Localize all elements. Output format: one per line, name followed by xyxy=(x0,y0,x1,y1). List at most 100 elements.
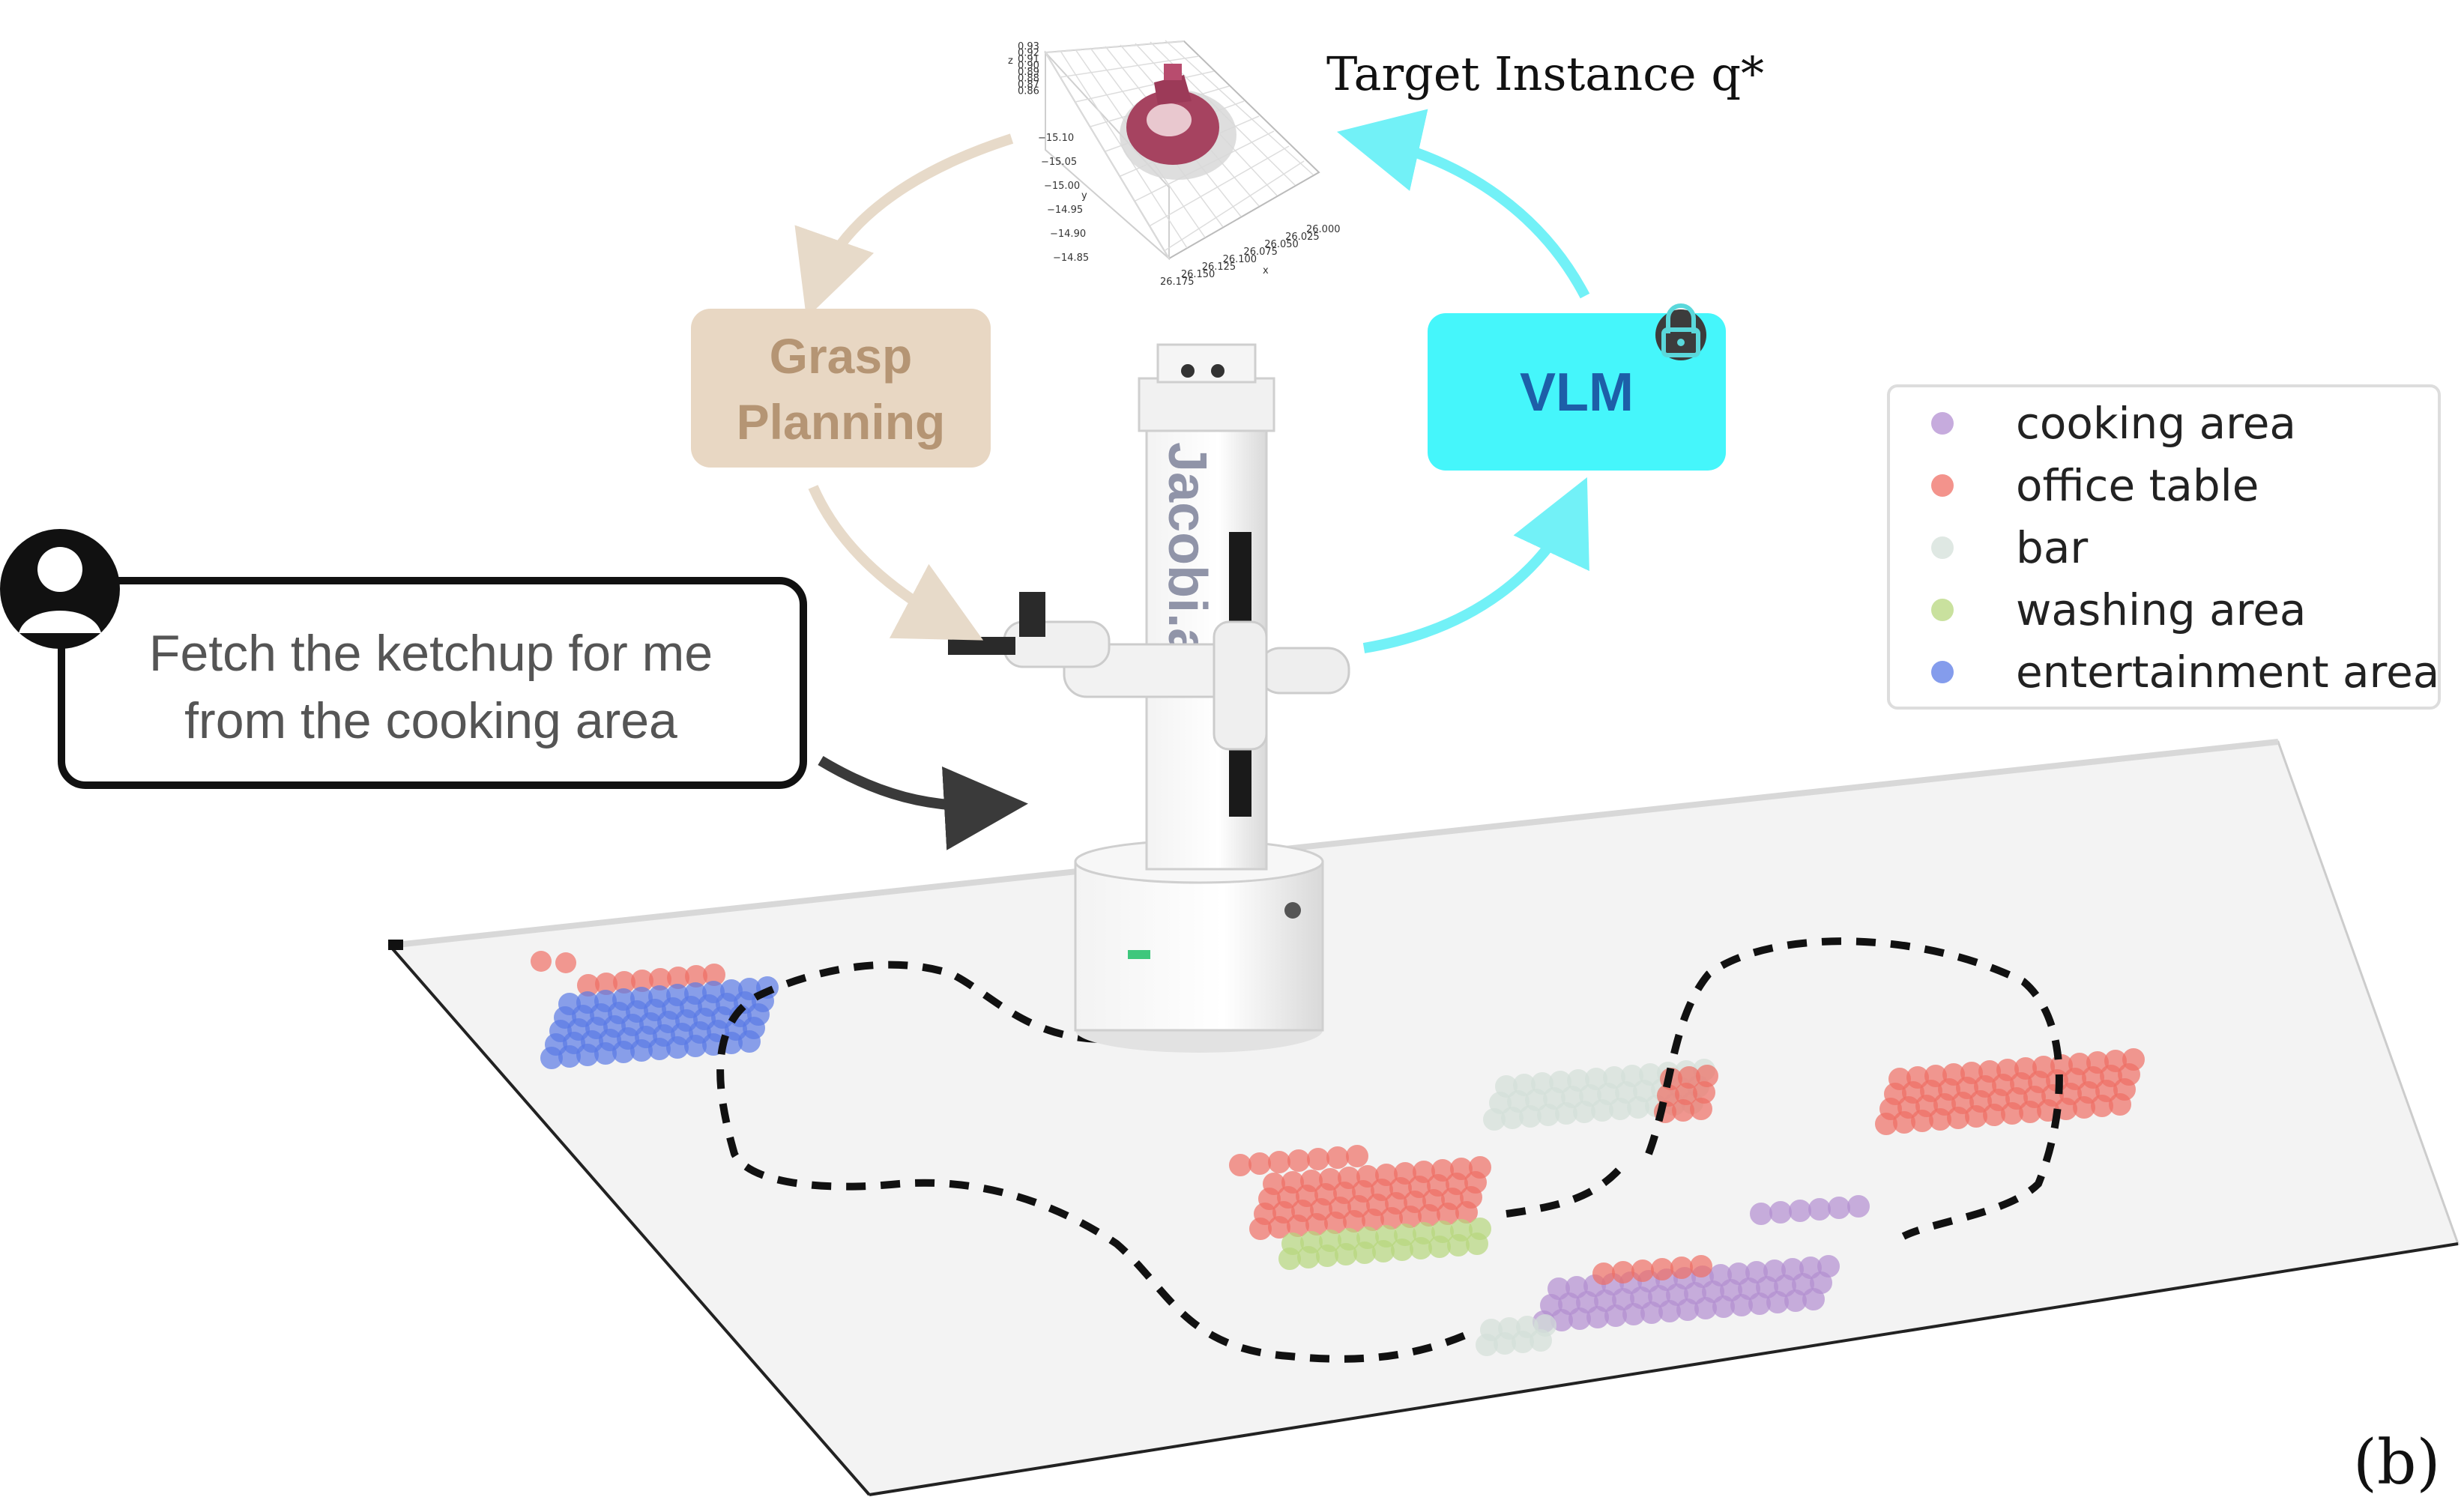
legend-label: cooking area xyxy=(2016,398,2296,449)
z-tick-label: 0.86 xyxy=(1018,86,1039,97)
legend-item: office table xyxy=(1931,460,2259,511)
point xyxy=(738,1030,761,1053)
cluster-office-cooking xyxy=(1592,1255,1712,1285)
point xyxy=(1391,1239,1413,1261)
point-clusters xyxy=(531,951,2145,1356)
x-tick-label: 26.000 xyxy=(1306,224,1341,235)
point xyxy=(1651,1258,1673,1280)
x-axis-label: x xyxy=(1263,265,1269,276)
point xyxy=(1326,1146,1349,1169)
point xyxy=(1690,1098,1712,1120)
x-tick-label: 26.025 xyxy=(1285,232,1320,243)
x-tick-label: 26.050 xyxy=(1264,239,1299,250)
point xyxy=(1769,1201,1792,1224)
arrow-robot-to-vlm xyxy=(1362,477,1589,653)
z-tick-label: 0.88 xyxy=(1018,73,1039,85)
point xyxy=(1447,1234,1470,1257)
x-tick-label: 26.100 xyxy=(1223,254,1257,265)
user-avatar-icon xyxy=(0,529,120,649)
vlm-label: VLM xyxy=(1520,363,1634,423)
arrow-vlm-to-plot xyxy=(1337,109,1590,299)
robot: Jacobi.ai xyxy=(948,343,1350,1053)
y-axis-label: y xyxy=(1081,190,1087,202)
x-tick-label: 26.125 xyxy=(1202,261,1236,273)
arrow-grasp-to-robot xyxy=(808,485,984,641)
legend-marker xyxy=(1931,474,1954,497)
y-tick-label: −14.90 xyxy=(1050,229,1086,240)
point xyxy=(1248,1152,1271,1175)
cluster-office-right xyxy=(1875,1048,2145,1135)
point xyxy=(1316,1245,1338,1267)
vlm-box: VLM xyxy=(1428,303,1726,471)
legend-label: entertainment area xyxy=(2016,647,2439,698)
floor-plane xyxy=(387,739,2460,1496)
point xyxy=(1808,1198,1831,1221)
point xyxy=(1789,1200,1811,1222)
z-tick-label: 0.90 xyxy=(1018,61,1039,72)
legend-marker xyxy=(1931,536,1954,559)
point xyxy=(1631,1259,1654,1282)
legend-label: washing area xyxy=(2016,584,2306,635)
legend-item: entertainment area xyxy=(1931,647,2439,698)
point xyxy=(1307,1148,1329,1170)
x-tick-label: 26.175 xyxy=(1160,276,1195,288)
point xyxy=(1802,1288,1825,1310)
navigation-path xyxy=(716,937,2063,1363)
point xyxy=(1828,1197,1850,1219)
point xyxy=(1410,1237,1432,1259)
cluster-cooking-top xyxy=(1750,1195,1870,1225)
arrow-plot-to-grasp xyxy=(794,133,1014,318)
x-tick-label: 26.075 xyxy=(1243,247,1278,258)
target-instance-label: Target Instance q* xyxy=(1326,46,1764,101)
y-tick-label: −15.00 xyxy=(1044,181,1080,192)
cluster-office-strip-mid xyxy=(1229,1145,1368,1176)
point xyxy=(1612,1261,1634,1283)
point xyxy=(1346,1145,1368,1167)
cluster-washing xyxy=(1278,1218,1491,1270)
z-tick-label: 0.87 xyxy=(1018,79,1039,91)
point xyxy=(1428,1236,1451,1258)
legend-label: office table xyxy=(2016,460,2259,511)
panel-label: (b) xyxy=(2353,1427,2440,1499)
z-axis-label: z xyxy=(1008,55,1013,67)
point xyxy=(1268,1151,1290,1173)
point xyxy=(1335,1243,1357,1265)
point xyxy=(1466,1233,1488,1255)
point xyxy=(1847,1195,1870,1218)
point xyxy=(1592,1262,1615,1285)
cluster-cooking xyxy=(1533,1255,1840,1333)
robot-brand-text: Jacobi.ai xyxy=(1157,442,1217,673)
point xyxy=(1297,1246,1320,1268)
arrow-instruction-to-robot xyxy=(818,755,1028,850)
instruction-line2: from the cooking area xyxy=(184,692,677,749)
point xyxy=(1353,1242,1376,1264)
legend-item: cooking area xyxy=(1931,398,2296,449)
cluster-office-top-left xyxy=(577,964,725,997)
point xyxy=(1530,1329,1552,1352)
grasp-planning-label-line2: Planning xyxy=(737,394,946,450)
z-tick-label: 0.92 xyxy=(1018,48,1039,59)
point xyxy=(1229,1154,1251,1176)
z-tick-label: 0.89 xyxy=(1018,67,1039,78)
user-instruction: Fetch the ketchup for me from the cookin… xyxy=(0,529,807,789)
point xyxy=(1670,1257,1693,1279)
point xyxy=(1690,1255,1712,1277)
z-tick-label: 0.93 xyxy=(1018,41,1039,52)
point xyxy=(1278,1248,1301,1270)
legend-label: bar xyxy=(2016,522,2088,573)
cluster-office-mid xyxy=(1249,1156,1491,1240)
legend-item: bar xyxy=(1931,522,2088,573)
z-tick-label: 0.91 xyxy=(1018,54,1039,65)
point xyxy=(1287,1149,1310,1172)
lock-icon xyxy=(1655,303,1706,360)
x-tick-label: 26.150 xyxy=(1181,269,1216,280)
legend-marker xyxy=(1931,599,1954,621)
legend-marker xyxy=(1931,412,1954,435)
instruction-line1: Fetch the ketchup for me xyxy=(149,625,713,682)
y-tick-label: −15.05 xyxy=(1041,157,1077,168)
grasp-planning-box: Grasp Planning xyxy=(691,309,991,468)
point xyxy=(2109,1093,2131,1116)
point xyxy=(1372,1240,1395,1262)
legend: cooking area office table bar washing area e… xyxy=(1887,384,2441,710)
